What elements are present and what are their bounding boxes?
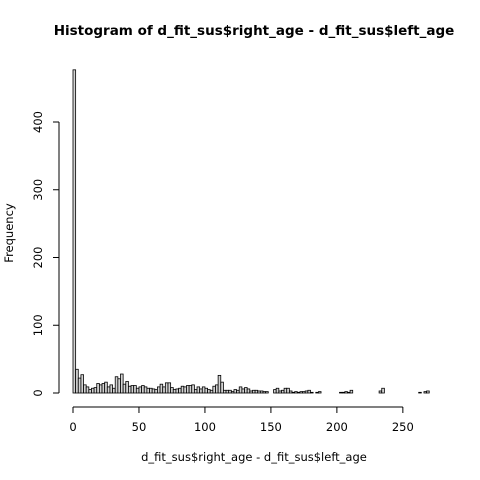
histogram-bar — [318, 391, 322, 394]
histogram-bar — [80, 374, 84, 394]
y-tick-label: 100 — [31, 314, 45, 336]
x-axis: 0 50 100 150 200 250 — [69, 406, 414, 434]
histogram-bar — [220, 381, 224, 394]
x-tick-label: 0 — [69, 420, 76, 434]
histogram-bar — [381, 387, 385, 394]
histogram-bar — [426, 390, 430, 394]
bars-group — [72, 69, 430, 394]
y-tick-label: 300 — [31, 179, 45, 201]
histogram-bar — [265, 391, 269, 394]
histogram-bar — [349, 389, 354, 394]
y-tick-label: 400 — [31, 111, 45, 133]
histogram-bar — [307, 389, 311, 394]
x-tick-label: 150 — [260, 420, 282, 434]
x-tick-label: 250 — [392, 420, 414, 434]
histogram-bar — [72, 69, 77, 394]
y-tick-label: 0 — [31, 389, 45, 396]
histogram-bar — [418, 391, 422, 394]
chart-title: Histogram of d_fit_sus$right_age - d_fit… — [54, 23, 455, 39]
y-tick-label: 200 — [31, 247, 45, 269]
x-tick-label: 200 — [326, 420, 348, 434]
histogram-bar — [310, 391, 314, 394]
histogram-bar — [120, 373, 124, 394]
x-tick-label: 100 — [194, 420, 216, 434]
x-tick-label: 50 — [132, 420, 147, 434]
histogram-bar — [191, 384, 195, 394]
y-axis: 0 100 200 300 400 — [31, 111, 60, 397]
x-axis-label: d_fit_sus$right_age - d_fit_sus$left_age — [141, 450, 367, 464]
y-axis-label: Frequency — [2, 203, 16, 263]
